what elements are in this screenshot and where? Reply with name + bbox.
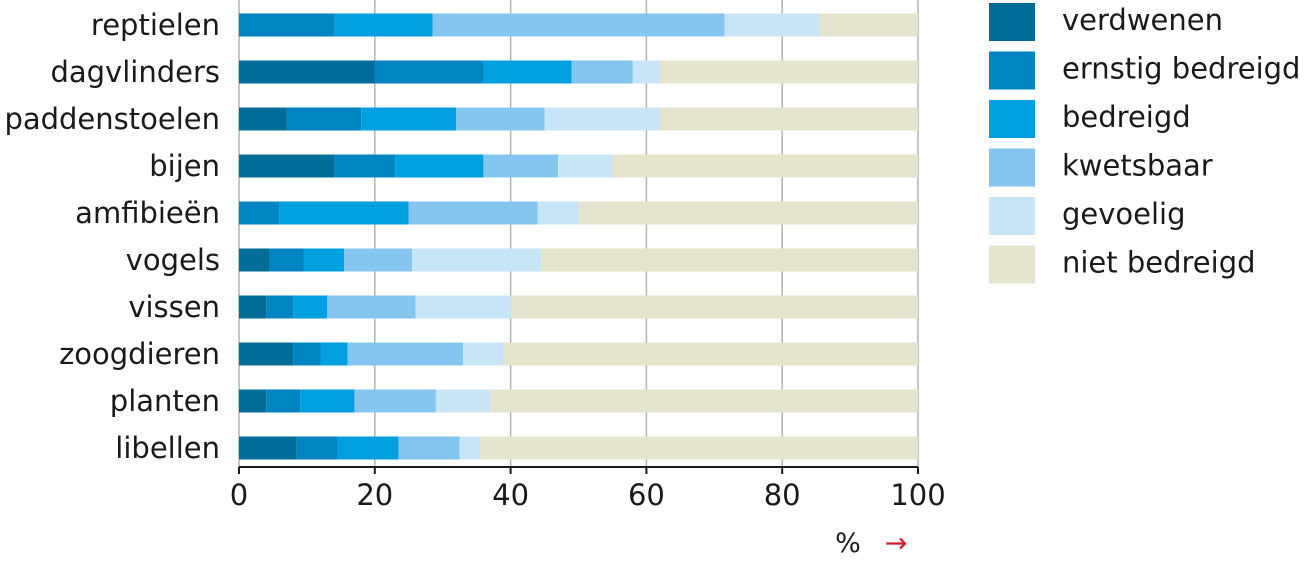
bar-segment-amfibieën-kwetsbaar [408,201,538,225]
bar-segment-paddenstoelen-kwetsbaar [456,107,545,131]
bar-segment-libellen-kwetsbaar [398,436,460,460]
legend-swatch [989,245,1035,284]
tick-label: 60 [628,478,665,512]
bars [239,13,918,460]
bar-segment-libellen-verdwenen [239,436,297,460]
bar-segment-paddenstoelen-bedreigd [361,107,457,131]
bar-segment-dagvlinders-ernstig-bedreigd [374,60,484,84]
bar-segment-bijen-ernstig-bedreigd [334,154,396,178]
bar-segment-bijen-gevoelig [558,154,613,178]
bar-segment-planten-kwetsbaar [354,389,436,413]
bar-segment-vogels-gevoelig [412,248,542,272]
legend: verdwenen ernstig bedreigd bedreigd kwetsba… [989,3,1300,284]
category-label: vissen [128,290,220,324]
x-unit-arrow: → [885,528,908,559]
category-label: paddenstoelen [4,102,220,136]
bar-segment-planten-ernstig-bedreigd [266,389,301,413]
tick-label: 100 [890,478,945,512]
bar-segment-vissen-niet-bedreigd [510,295,918,319]
bar-segment-amfibieën-ernstig-bedreigd [239,201,280,225]
bar-segment-bijen-bedreigd [395,154,484,178]
category-label: zoogdieren [59,337,220,371]
bar-segment-vissen-kwetsbaar [327,295,416,319]
bar-segment-amfibieën-niet-bedreigd [578,201,918,225]
tick-label: 80 [764,478,801,512]
legend-swatch [989,148,1035,187]
bar-segment-vissen-bedreigd [293,295,328,319]
bar-segment-vogels-ernstig-bedreigd [269,248,304,272]
bar-segment-planten-verdwenen [239,389,267,413]
bar-segment-zoogdieren-kwetsbaar [347,342,464,366]
bar-segment-paddenstoelen-gevoelig [544,107,660,131]
tick-label: 40 [492,478,529,512]
legend-label: kwetsbaar [1062,149,1213,183]
bar-segment-dagvlinders-gevoelig [632,60,660,84]
bar-segment-paddenstoelen-verdwenen [239,107,287,131]
bar-segment-zoogdieren-verdwenen [239,342,294,366]
legend-label: ernstig bedreigd [1062,52,1300,86]
bar-segment-reptielen-niet-bedreigd [819,13,918,37]
bar-segment-paddenstoelen-niet-bedreigd [659,107,918,131]
bar-segment-zoogdieren-gevoelig [463,342,504,366]
category-labels: reptielen dagvlinders paddenstoelen bijen am… [4,8,220,465]
bar-segment-vissen-ernstig-bedreigd [266,295,294,319]
bar-segment-dagvlinders-bedreigd [483,60,572,84]
bar-segment-vogels-verdwenen [239,248,270,272]
bar-segment-libellen-ernstig-bedreigd [296,436,338,460]
bar-segment-reptielen-ernstig-bedreigd [239,13,335,37]
bar-segment-vogels-bedreigd [303,248,345,272]
legend-label: gevoelig [1062,197,1186,231]
bar-segment-amfibieën-gevoelig [537,201,579,225]
bar-segment-dagvlinders-verdwenen [239,60,375,84]
category-label: bijen [149,149,220,183]
bar-segment-planten-bedreigd [300,389,355,413]
category-label: vogels [126,243,220,277]
bar-segment-vogels-kwetsbaar [344,248,413,272]
x-axis-ticks: 0 20 40 60 80 100 [230,467,946,512]
bar-segment-dagvlinders-kwetsbaar [571,60,633,84]
bar-segment-paddenstoelen-ernstig-bedreigd [286,107,362,131]
bar-segment-reptielen-bedreigd [334,13,433,37]
bar-segment-planten-gevoelig [435,389,491,413]
legend-label: niet bedreigd [1062,246,1256,280]
bar-segment-reptielen-kwetsbaar [432,13,725,37]
bar-segment-libellen-bedreigd [337,436,399,460]
legend-label: bedreigd [1062,100,1191,134]
category-label: amfibieën [75,196,220,230]
category-label: libellen [115,431,220,465]
bar-segment-dagvlinders-niet-bedreigd [659,60,918,84]
bar-segment-vogels-niet-bedreigd [541,248,918,272]
bar-segment-bijen-kwetsbaar [483,154,559,178]
bar-segment-vissen-gevoelig [415,295,511,319]
category-label: planten [110,384,220,418]
tick-label: 20 [356,478,393,512]
category-label: dagvlinders [50,55,220,89]
legend-swatch [989,100,1035,138]
bar-segment-libellen-niet-bedreigd [480,436,918,460]
bar-segment-reptielen-gevoelig [724,13,820,37]
category-label: reptielen [91,8,220,42]
legend-label: verdwenen [1062,3,1223,37]
tick-label: 0 [230,478,248,512]
bar-segment-libellen-gevoelig [459,436,481,460]
bar-segment-vissen-verdwenen [239,295,267,319]
x-unit-label: % [835,528,861,559]
bar-segment-zoogdieren-ernstig-bedreigd [293,342,321,366]
bar-segment-amfibieën-bedreigd [279,201,409,225]
bar-segment-bijen-verdwenen [239,154,335,178]
bar-segment-zoogdieren-niet-bedreigd [503,342,918,366]
legend-swatch [989,51,1035,90]
legend-swatch [989,197,1035,235]
bar-segment-zoogdieren-bedreigd [320,342,348,366]
bar-segment-planten-niet-bedreigd [490,389,918,413]
legend-swatch [989,3,1035,41]
bar-segment-bijen-niet-bedreigd [612,154,918,178]
